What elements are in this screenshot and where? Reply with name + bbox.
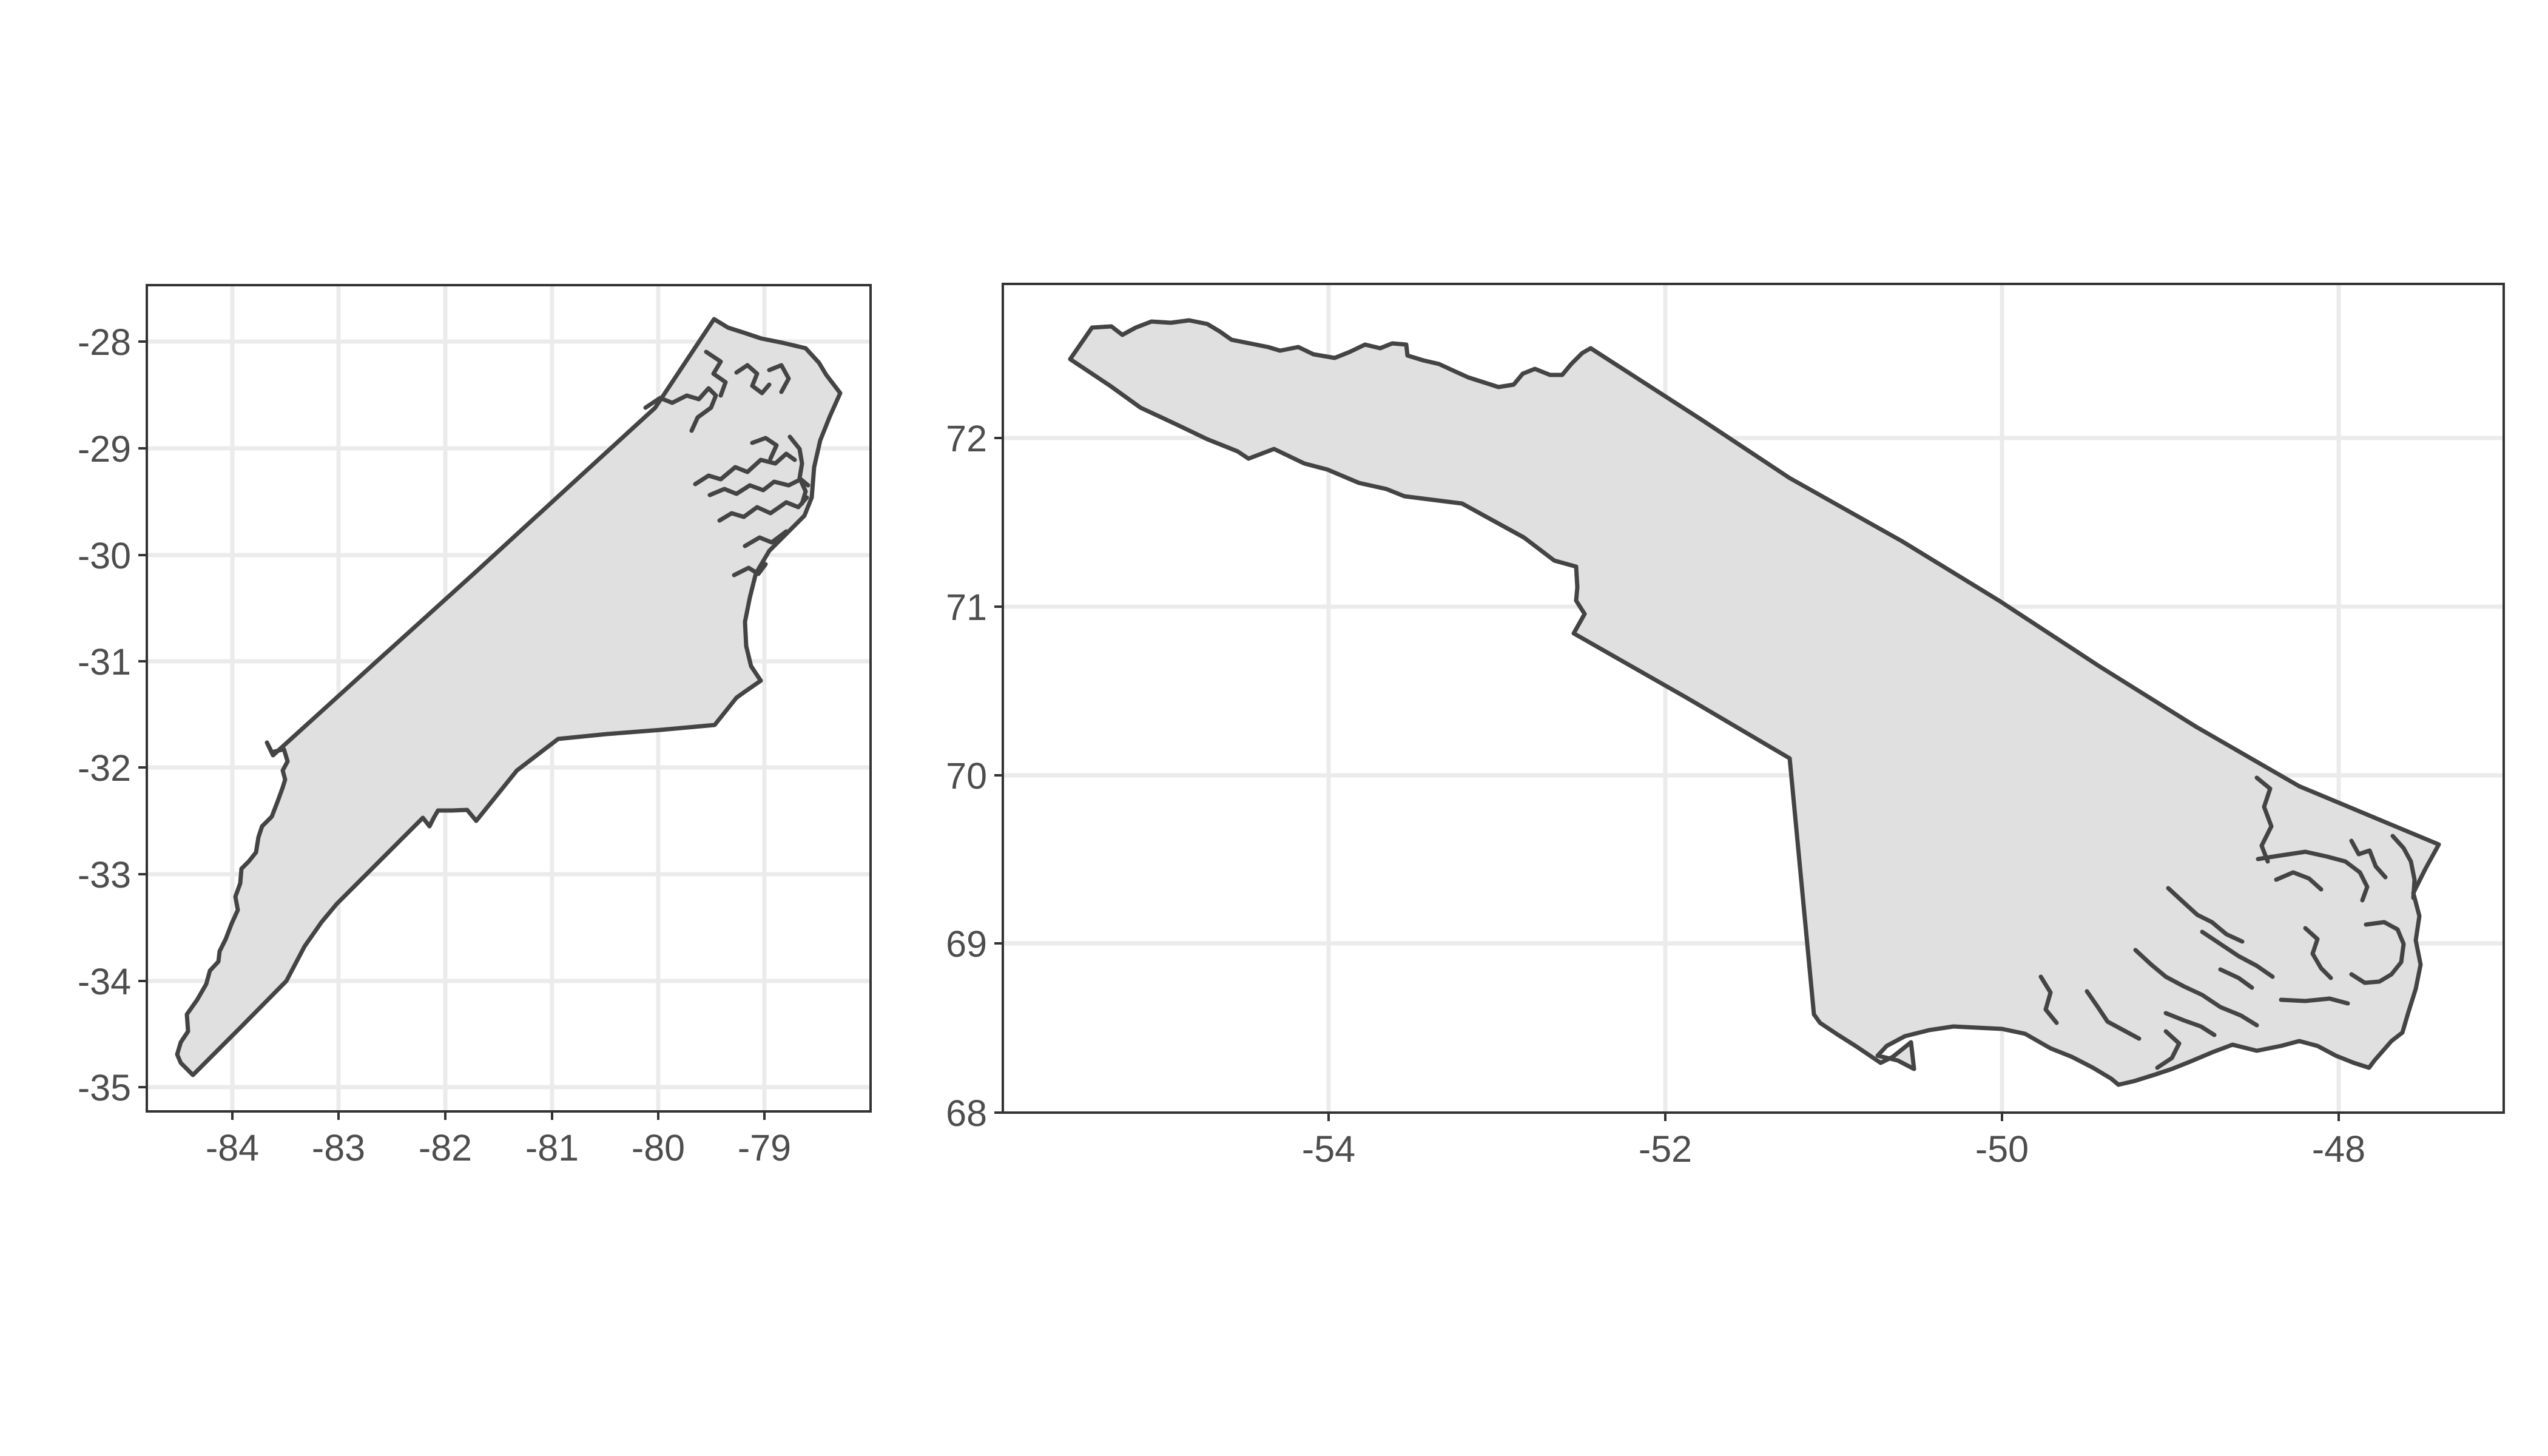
right-x-tick-label: -52 <box>1639 1128 1692 1170</box>
left-inlet <box>732 562 768 578</box>
left-y-tick-label: -28 <box>78 322 131 363</box>
left-inlet <box>787 434 808 506</box>
left-x-tick-label: -80 <box>632 1127 685 1168</box>
right-inlet <box>2274 870 2324 892</box>
right-inlet <box>2155 1029 2182 1070</box>
right-inlet <box>2200 929 2275 979</box>
right-inlet <box>2038 974 2059 1025</box>
left-y-tick-label: -29 <box>78 428 131 470</box>
left-y-tick-label: -32 <box>78 747 131 789</box>
left-map-panel: -84 -83 -82 -81 -80 -79 -28 -29 -30 -31 … <box>78 284 872 1168</box>
left-x-tick-label: -84 <box>206 1127 259 1168</box>
right-inlet <box>2349 920 2406 985</box>
left-x-tick-label: -82 <box>419 1127 472 1168</box>
right-inlet <box>2390 834 2417 900</box>
left-inlet <box>734 363 772 396</box>
left-y-tick-label: -30 <box>78 535 131 576</box>
right-x-tick-label: -54 <box>1302 1128 1355 1170</box>
left-x-tick-label: -83 <box>312 1127 365 1168</box>
left-y-tick-label: -35 <box>78 1067 131 1108</box>
left-inlet <box>750 436 779 461</box>
left-inlet <box>717 495 809 523</box>
right-x-tick-label: -48 <box>2312 1128 2365 1170</box>
right-map-panel: -54 -52 -50 -48 72 71 70 69 68 <box>946 283 2505 1170</box>
right-x-axis: -54 -52 -50 -48 <box>1302 1113 2365 1170</box>
left-x-tick-label: -79 <box>738 1127 791 1168</box>
right-panel-border <box>1002 283 2505 1114</box>
left-inlet <box>693 451 797 487</box>
right-x-tick-label: -50 <box>1975 1128 2029 1170</box>
right-y-tick-label: 68 <box>946 1093 987 1134</box>
left-y-tick-label: -31 <box>78 641 131 682</box>
right-inlet <box>2133 948 2259 1028</box>
left-inlets <box>643 349 811 578</box>
right-y-tick-label: 70 <box>946 755 987 797</box>
left-x-axis: -84 -83 -82 -81 -80 -79 <box>206 1111 791 1168</box>
left-y-tick-label: -34 <box>78 961 131 1002</box>
left-inlet <box>743 529 789 548</box>
right-inlets <box>2038 775 2417 1070</box>
right-inlet <box>2279 996 2350 1006</box>
left-inlet <box>707 477 811 497</box>
right-inlet <box>2303 926 2333 980</box>
left-inlet <box>704 349 728 398</box>
right-inlet <box>2256 849 2370 903</box>
right-state-shape <box>1068 318 2441 1087</box>
right-y-tick-label: 69 <box>946 923 987 965</box>
left-state-shape <box>175 317 843 1077</box>
right-y-tick-label: 71 <box>946 587 987 628</box>
right-inlet <box>2085 989 2142 1041</box>
left-inlet <box>643 386 718 433</box>
right-inlet <box>2218 967 2254 990</box>
left-inlet <box>767 363 791 394</box>
left-x-tick-label: -81 <box>525 1127 579 1168</box>
right-inlet <box>2166 886 2245 944</box>
right-inlet <box>2163 1011 2217 1037</box>
right-y-tick-label: 72 <box>946 418 987 459</box>
right-inlet <box>2254 775 2274 864</box>
left-panel-border <box>146 284 872 1113</box>
right-inlet <box>2349 838 2388 880</box>
left-y-tick-label: -33 <box>78 854 131 895</box>
left-y-axis: -28 -29 -30 -31 -32 -33 -34 -35 <box>78 322 147 1108</box>
right-y-axis: 72 71 70 69 68 <box>946 418 1003 1134</box>
